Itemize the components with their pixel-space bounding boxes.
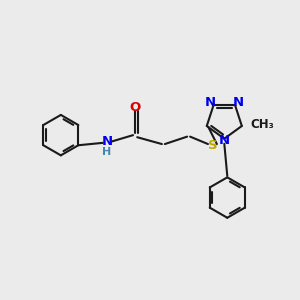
Text: N: N [205, 97, 216, 110]
Text: O: O [130, 101, 141, 114]
Text: N: N [219, 134, 230, 147]
Text: N: N [101, 135, 112, 148]
Text: N: N [232, 97, 244, 110]
Text: S: S [208, 139, 217, 152]
Text: H: H [102, 147, 112, 157]
Text: CH₃: CH₃ [250, 118, 274, 131]
